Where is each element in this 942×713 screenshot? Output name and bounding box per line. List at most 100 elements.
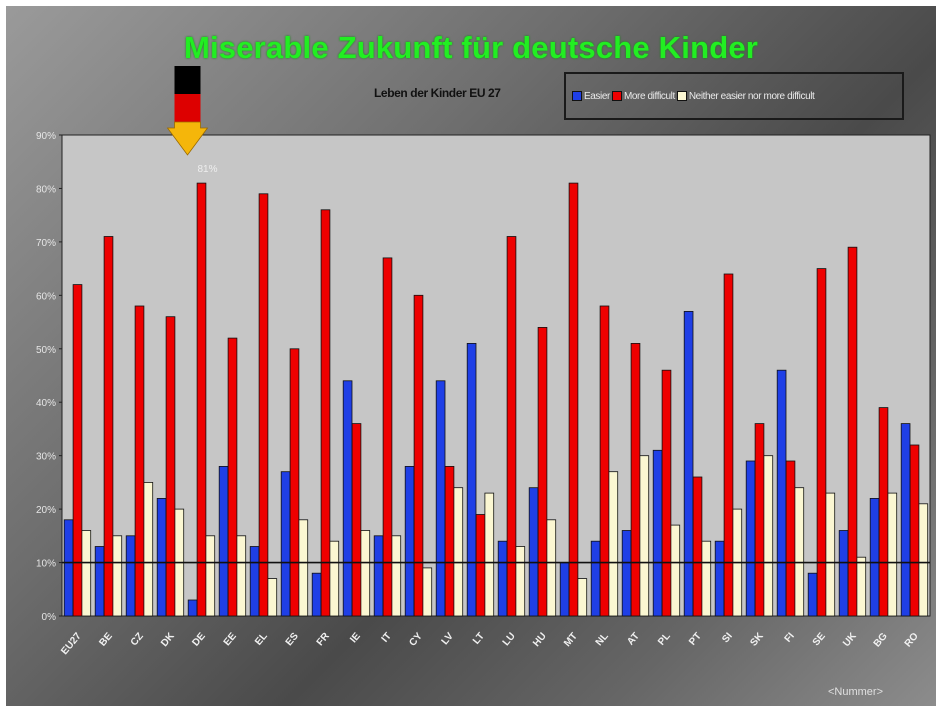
x-tick-label: FR xyxy=(315,630,332,648)
bar-pt-neither xyxy=(701,540,712,617)
x-tick-label: PT xyxy=(687,631,704,648)
bar-fr-easier xyxy=(311,572,322,617)
bar-lu-easier xyxy=(497,540,508,617)
legend-swatch-easier xyxy=(572,91,582,101)
bar-it-more-difficult xyxy=(382,257,393,617)
bar-el-neither xyxy=(267,578,278,617)
bar-se-more-difficult xyxy=(816,268,827,617)
x-tick-label: CZ xyxy=(129,631,146,648)
legend-swatch-more-difficult xyxy=(611,91,622,101)
x-tick-label: SK xyxy=(748,630,766,648)
x-tick-label: AT xyxy=(625,631,642,648)
bar-uk-more-difficult xyxy=(847,246,858,617)
x-tick-label: HU xyxy=(531,631,549,649)
slide-number-placeholder: <Nummer> xyxy=(828,686,884,698)
bar-at-easier xyxy=(621,530,632,617)
x-tick-label: EE xyxy=(222,631,239,649)
bar-eu27-easier xyxy=(63,519,74,617)
bar-hu-more-difficult xyxy=(537,326,548,617)
x-tick-label: EU27 xyxy=(59,631,84,658)
x-tick-label: BG xyxy=(872,631,890,650)
x-tick-label: LT xyxy=(471,631,487,647)
bar-dk-more-difficult xyxy=(165,316,176,617)
legend-label-easier: Easier xyxy=(584,90,610,102)
x-tick-label: BE xyxy=(97,631,115,649)
x-tick-label: LV xyxy=(440,631,456,648)
bar-ee-more-difficult xyxy=(227,337,238,617)
y-tick-label: 30% xyxy=(36,452,56,463)
bar-fr-more-difficult xyxy=(320,209,331,617)
bar-cz-easier xyxy=(125,535,136,617)
bar-lu-more-difficult xyxy=(506,236,517,617)
bar-lt-more-difficult xyxy=(475,514,486,617)
bar-bg-more-difficult xyxy=(878,407,889,617)
x-tick-label: SI xyxy=(720,631,735,645)
bar-es-more-difficult xyxy=(289,348,300,617)
y-tick-label: 0% xyxy=(42,612,57,623)
bar-be-neither xyxy=(112,535,123,617)
x-tick-label: CY xyxy=(407,631,425,649)
bar-lt-easier xyxy=(466,342,477,617)
bar-chart: 0% 10% 20% 30% 40% 50% 60% 70% 80% 90% EU27 BE CZ DK D… xyxy=(36,66,931,658)
bar-ee-easier xyxy=(218,465,229,617)
bar-mt-easier xyxy=(559,562,570,617)
bar-bg-neither xyxy=(887,492,898,617)
legend-swatch-neither xyxy=(676,91,687,101)
bar-uk-neither xyxy=(856,556,867,617)
bar-ie-neither xyxy=(360,530,371,617)
x-tick-label: IE xyxy=(348,631,363,646)
slide: Miserable Zukunft für deutsche Kinder Le… xyxy=(6,6,936,706)
bar-ee-neither xyxy=(236,535,247,617)
bar-nl-easier xyxy=(590,540,601,617)
legend-item-more-difficult: More difficult xyxy=(611,91,675,102)
bar-fi-more-difficult xyxy=(785,460,796,617)
bar-uk-easier xyxy=(838,530,849,617)
bar-ro-neither xyxy=(918,503,929,617)
bar-eu27-more-difficult xyxy=(72,284,83,617)
bar-dk-easier xyxy=(156,497,167,617)
chart-legend: Easier More difficult Neither easier nor… xyxy=(564,72,904,120)
y-tick-label: 60% xyxy=(36,291,56,302)
bar-se-easier xyxy=(807,572,818,617)
bar-pl-more-difficult xyxy=(661,369,672,617)
bar-lv-neither xyxy=(453,487,464,617)
bar-pl-easier xyxy=(652,449,663,617)
bar-pl-neither xyxy=(670,524,681,617)
y-tick-label: 20% xyxy=(36,505,56,516)
bar-si-more-difficult xyxy=(723,273,734,617)
bar-nl-more-difficult xyxy=(599,305,610,617)
x-tick-label: PL xyxy=(656,631,673,648)
bar-it-easier xyxy=(373,535,384,617)
x-tick-label: MT xyxy=(562,631,580,649)
bar-de-easier xyxy=(187,599,198,617)
x-tick-label: DE xyxy=(190,631,208,649)
bar-lt-neither xyxy=(484,492,495,617)
bar-ie-easier xyxy=(342,380,353,617)
bar-hu-easier xyxy=(528,487,539,617)
bar-eu27-neither xyxy=(81,530,92,617)
bar-be-more-difficult xyxy=(103,236,114,617)
bar-de-more-difficult xyxy=(196,182,207,617)
bar-lv-more-difficult xyxy=(444,465,455,617)
bar-cy-easier xyxy=(404,465,415,617)
slide-title: Miserable Zukunft für deutsche Kinder xyxy=(183,30,759,65)
x-tick-label: IT xyxy=(380,631,394,645)
bar-si-easier xyxy=(714,540,725,617)
bar-lu-neither xyxy=(515,546,526,617)
x-tick-label: ES xyxy=(284,631,301,649)
down-arrow-icon xyxy=(166,121,209,156)
x-tick-label: LU xyxy=(501,631,518,648)
y-tick-label: 80% xyxy=(36,184,56,195)
legend-label-neither: Neither easier nor more difficult xyxy=(688,90,815,102)
x-tick-label: FI xyxy=(783,631,797,645)
flag-stripe-black xyxy=(174,66,201,94)
bar-nl-neither xyxy=(608,471,619,617)
bar-de-neither xyxy=(205,535,216,617)
bar-fr-neither xyxy=(329,540,340,617)
bar-se-neither xyxy=(825,492,836,617)
bar-es-neither xyxy=(298,519,309,617)
legend-item-neither: Neither easier nor more difficult xyxy=(676,90,815,102)
x-tick-label: EL xyxy=(253,631,270,648)
bar-sk-neither xyxy=(763,455,774,617)
x-tick-label: UK xyxy=(841,630,859,649)
